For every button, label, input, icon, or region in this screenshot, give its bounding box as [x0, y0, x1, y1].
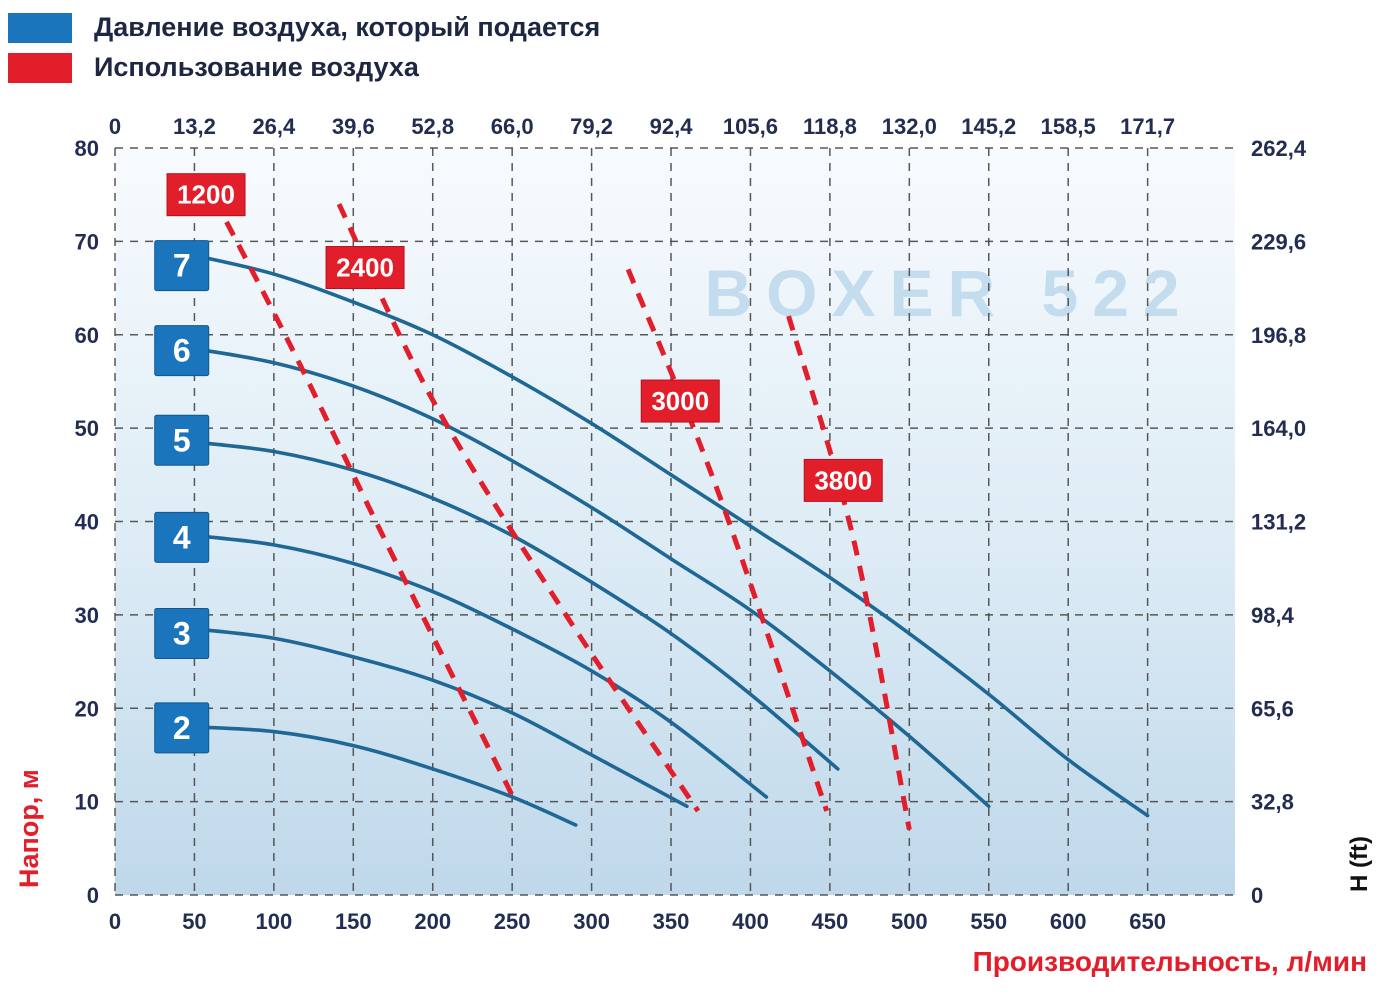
pressure-label-2: 2 — [173, 710, 191, 746]
air-line-1200 — [200, 174, 518, 803]
legend: Давление воздуха, который подается Испол… — [8, 12, 600, 92]
y-tick-left: 40 — [75, 510, 99, 535]
x-tick-top: 26,4 — [252, 114, 296, 139]
pressure-label-box-2 — [154, 702, 210, 754]
y-tick-right: 229,6 — [1251, 229, 1306, 254]
y-axis-title-right: H (ft) — [1346, 836, 1373, 892]
pressure-label-5: 5 — [173, 422, 191, 458]
x-tick-bottom: 400 — [732, 909, 769, 934]
x-tick-bottom: 500 — [891, 909, 928, 934]
x-tick-top: 158,5 — [1041, 114, 1096, 139]
air-label-box-2400 — [325, 246, 405, 290]
curve-2 — [192, 725, 578, 827]
y-axis-title-left: Напор, м — [14, 769, 44, 888]
pressure-label-box-6 — [154, 325, 210, 377]
y-tick-left: 10 — [75, 790, 99, 815]
air-line-3800 — [786, 315, 912, 831]
air-label-box-3000 — [640, 379, 720, 423]
air-label-1200: 1200 — [177, 180, 235, 210]
y-tick-right: 0 — [1251, 883, 1263, 908]
pressure-label-3: 3 — [173, 616, 191, 652]
y-tick-left: 20 — [75, 696, 99, 721]
x-tick-top: 0 — [109, 114, 121, 139]
x-tick-bottom: 650 — [1129, 909, 1166, 934]
watermark: BOXER 522 — [704, 256, 1193, 330]
pressure-color-swatch — [8, 12, 72, 43]
x-tick-top: 105,6 — [723, 114, 778, 139]
x-tick-top: 52,8 — [411, 114, 454, 139]
air-label-3000: 3000 — [651, 386, 709, 416]
y-tick-right: 65,6 — [1251, 696, 1294, 721]
curve-7 — [192, 253, 1150, 818]
x-tick-top: 39,6 — [332, 114, 375, 139]
pressure-label-7: 7 — [173, 248, 191, 284]
air-usage-color-swatch — [8, 52, 72, 83]
legend-label-pressure: Давление воздуха, который подается — [94, 12, 601, 42]
x-tick-top: 118,8 — [803, 114, 857, 139]
y-tick-left: 0 — [87, 883, 99, 908]
x-tick-bottom: 450 — [812, 909, 849, 934]
air-label-box-1200 — [166, 173, 246, 217]
x-tick-top: 66,0 — [491, 114, 534, 139]
x-tick-bottom: 50 — [182, 909, 206, 934]
x-tick-top: 171,7 — [1120, 114, 1175, 139]
air-line-3000 — [625, 268, 830, 812]
legend-label-air-usage: Использование воздуха — [94, 52, 419, 82]
pressure-label-box-7 — [154, 240, 210, 292]
y-tick-right: 32,8 — [1251, 790, 1294, 815]
curve-4 — [192, 533, 769, 799]
x-tick-bottom: 350 — [653, 909, 690, 934]
x-tick-bottom: 0 — [109, 909, 121, 934]
y-tick-left: 50 — [75, 416, 99, 441]
air-line-2400 — [336, 202, 701, 813]
y-tick-right: 98,4 — [1251, 603, 1295, 628]
x-tick-bottom: 300 — [573, 909, 610, 934]
curve-6 — [192, 346, 991, 809]
x-axis-title: Производительность, л/мин — [972, 946, 1367, 977]
x-tick-bottom: 550 — [970, 909, 1007, 934]
y-tick-right: 262,4 — [1251, 136, 1307, 161]
pressure-label-box-5 — [154, 414, 210, 466]
y-tick-left: 30 — [75, 603, 99, 628]
x-tick-top: 92,4 — [650, 114, 694, 139]
x-tick-top: 132,0 — [882, 114, 937, 139]
y-tick-left: 60 — [75, 323, 99, 348]
pressure-label-box-3 — [154, 608, 210, 660]
x-tick-bottom: 600 — [1050, 909, 1087, 934]
x-tick-bottom: 150 — [335, 909, 372, 934]
pressure-label-6: 6 — [173, 333, 191, 369]
x-tick-bottom: 250 — [494, 909, 531, 934]
pressure-label-4: 4 — [173, 519, 191, 555]
air-label-box-3800 — [803, 458, 883, 502]
y-tick-right: 131,2 — [1251, 510, 1306, 535]
y-tick-left: 70 — [75, 229, 99, 254]
x-tick-top: 145,2 — [961, 114, 1016, 139]
x-tick-top: 79,2 — [570, 114, 613, 139]
y-tick-right: 196,8 — [1251, 323, 1306, 348]
x-tick-bottom: 100 — [256, 909, 293, 934]
curve-3 — [192, 627, 689, 809]
air-label-3800: 3800 — [814, 465, 872, 495]
y-tick-right: 164,0 — [1251, 416, 1306, 441]
legend-item-air-usage: Использование воздуха — [8, 52, 600, 83]
legend-item-pressure: Давление воздуха, который подается — [8, 12, 600, 43]
y-tick-left: 80 — [75, 136, 99, 161]
x-tick-top: 13,2 — [173, 114, 216, 139]
air-label-2400: 2400 — [336, 253, 394, 283]
x-tick-bottom: 200 — [414, 909, 451, 934]
pressure-label-box-4 — [154, 511, 210, 563]
